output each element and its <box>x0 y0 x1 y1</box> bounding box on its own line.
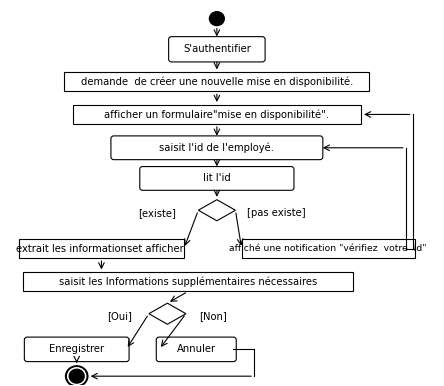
Text: saisit les Informations supplémentaires nécessaires: saisit les Informations supplémentaires … <box>59 277 317 287</box>
FancyBboxPatch shape <box>111 136 323 160</box>
Text: saisit l'id de l'employé.: saisit l'id de l'employé. <box>159 142 274 153</box>
FancyBboxPatch shape <box>169 37 265 62</box>
FancyBboxPatch shape <box>140 166 294 190</box>
Text: [Oui]: [Oui] <box>107 312 132 322</box>
Circle shape <box>67 368 86 384</box>
Bar <box>64 72 369 91</box>
Text: [existe]: [existe] <box>138 208 176 218</box>
Circle shape <box>69 369 84 383</box>
Bar <box>242 239 415 258</box>
FancyBboxPatch shape <box>24 337 129 362</box>
Text: demande  de créer une nouvelle mise en disponibilité.: demande de créer une nouvelle mise en di… <box>81 76 353 87</box>
Text: Enregistrer: Enregistrer <box>49 344 104 354</box>
Text: affiché une notification "vérifiez  votre  id": affiché une notification "vérifiez votre… <box>230 244 427 253</box>
Text: S'authentifier: S'authentifier <box>183 44 251 54</box>
Polygon shape <box>198 200 235 221</box>
Text: lit l'id: lit l'id <box>203 173 231 183</box>
Circle shape <box>66 366 88 386</box>
Text: Annuler: Annuler <box>177 344 216 354</box>
Text: afficher un formulaire"mise en disponibilité".: afficher un formulaire"mise en disponibi… <box>104 109 329 120</box>
Polygon shape <box>149 303 186 324</box>
FancyBboxPatch shape <box>156 337 236 362</box>
Text: [Non]: [Non] <box>199 312 226 322</box>
Bar <box>72 105 361 124</box>
Bar <box>23 273 353 291</box>
Text: extrait les informationset afficher.: extrait les informationset afficher. <box>16 244 186 254</box>
Text: [pas existe]: [pas existe] <box>247 208 306 218</box>
Circle shape <box>210 12 224 25</box>
Bar <box>19 239 184 258</box>
